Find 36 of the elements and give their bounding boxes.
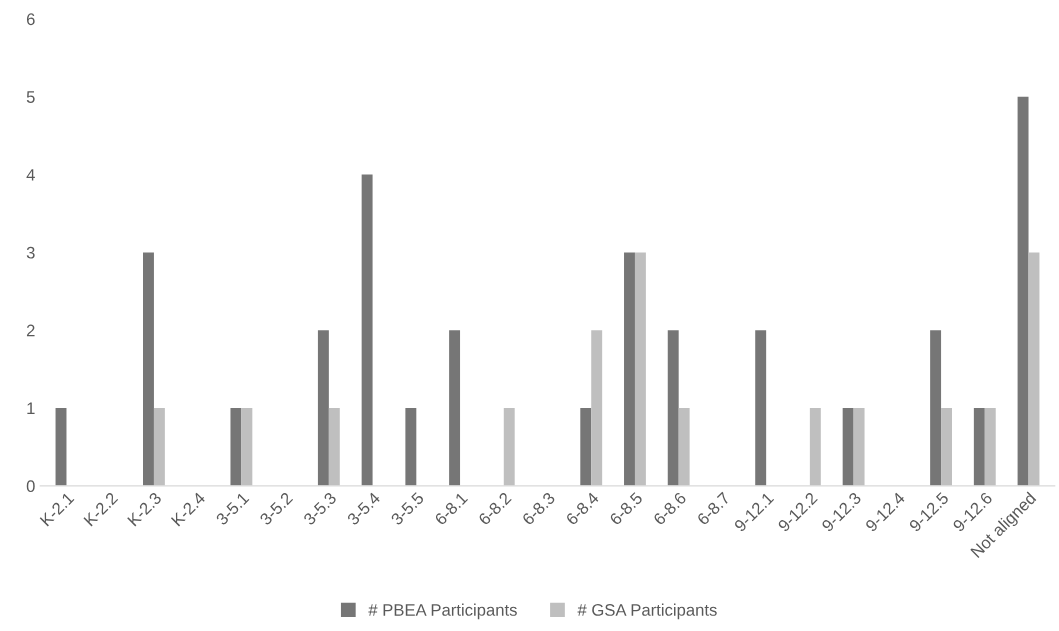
bar [328,408,340,486]
legend-label: # PBEA Participants [368,603,517,620]
bar [361,174,373,486]
y-tick-label: 5 [26,91,35,103]
bar [405,408,417,486]
legend-label: # GSA Participants [577,603,717,620]
bar [230,408,242,486]
y-tick-label: 6 [26,13,35,26]
bar [1028,252,1040,486]
bar [853,408,865,486]
y-tick-label: 2 [26,324,35,337]
bar [984,408,996,486]
bar [634,252,646,486]
bar [667,330,679,486]
bar [241,408,253,486]
bar [317,330,329,486]
bar [153,408,165,486]
y-tick-label: 1 [27,402,35,415]
bar [930,330,942,486]
y-tick-label: 0 [26,480,35,493]
bar [1017,96,1029,486]
y-tick-label: 4 [26,169,35,181]
bar [143,252,154,486]
bar [55,408,67,486]
bar [842,408,854,486]
bar [809,408,821,486]
bar [678,408,690,486]
bar [591,330,603,486]
bar [580,408,592,486]
bar [755,330,767,486]
bar [503,408,515,486]
bar [449,330,461,486]
bar [973,408,985,486]
bar [624,252,635,486]
bar [941,408,952,486]
y-tick-label: 3 [26,246,35,259]
